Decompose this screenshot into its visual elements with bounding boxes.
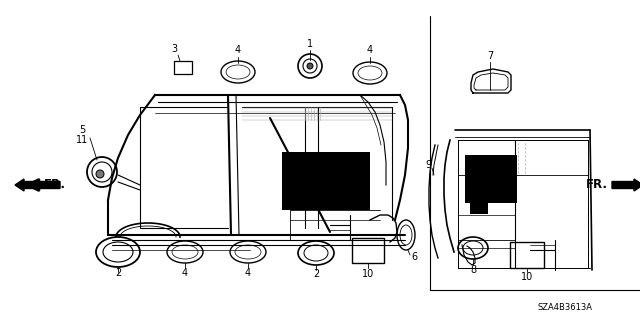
- Text: 4: 4: [367, 45, 373, 55]
- Text: 4: 4: [235, 45, 241, 55]
- Bar: [470, 200, 488, 214]
- Text: 11: 11: [76, 135, 88, 145]
- Bar: [174, 61, 192, 74]
- Text: 1: 1: [307, 39, 313, 49]
- Text: 10: 10: [521, 272, 533, 282]
- Bar: [352, 238, 384, 263]
- Text: 6: 6: [411, 252, 417, 262]
- Bar: [465, 155, 517, 203]
- Text: 3: 3: [171, 44, 177, 54]
- Text: 5: 5: [79, 125, 85, 135]
- Text: 10: 10: [362, 269, 374, 279]
- Circle shape: [96, 170, 104, 178]
- Bar: [510, 242, 544, 268]
- FancyArrow shape: [612, 179, 640, 191]
- Text: 2: 2: [313, 269, 319, 279]
- FancyArrow shape: [15, 179, 60, 191]
- Text: 2: 2: [115, 268, 121, 278]
- Text: 4: 4: [245, 268, 251, 278]
- Text: 8: 8: [470, 265, 476, 275]
- Circle shape: [307, 63, 313, 69]
- Text: 4: 4: [182, 268, 188, 278]
- Text: 9: 9: [425, 160, 431, 170]
- Text: SZA4B3613A: SZA4B3613A: [538, 303, 593, 313]
- Text: FR.: FR.: [44, 179, 66, 191]
- Text: FR.: FR.: [586, 179, 608, 191]
- Text: 7: 7: [487, 51, 493, 61]
- Bar: [282, 152, 370, 210]
